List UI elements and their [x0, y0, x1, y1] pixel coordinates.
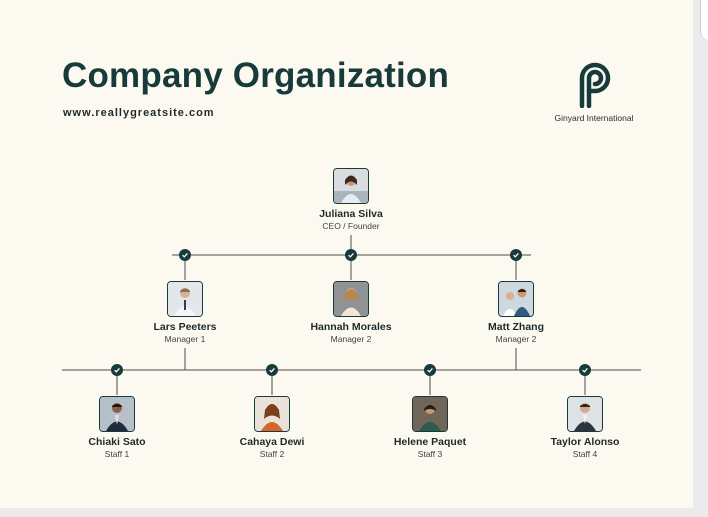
person-name: Juliana Silva [319, 208, 383, 220]
org-node-staff: Chiaki Sato Staff 1 [52, 396, 182, 459]
person-name: Chiaki Sato [88, 436, 146, 448]
page-title: Company Organization [62, 56, 450, 95]
avatar [99, 396, 135, 432]
avatar [412, 396, 448, 432]
person-role: Manager 1 [164, 334, 206, 344]
org-node-manager: Matt Zhang Manager 2 [451, 281, 581, 344]
check-icon [579, 364, 591, 376]
check-icon [111, 364, 123, 376]
check-icon [510, 249, 522, 261]
check-icon [345, 249, 357, 261]
avatar [567, 396, 603, 432]
person-name: Hannah Morales [310, 321, 392, 333]
person-role: Staff 1 [104, 449, 130, 459]
check-icon [266, 364, 278, 376]
org-node-staff: Helene Paquet Staff 3 [365, 396, 495, 459]
org-node-staff: Taylor Alonso Staff 4 [520, 396, 650, 459]
org-chart-page: Company Organization www.reallygreatsite… [0, 0, 693, 508]
org-node-staff: Cahaya Dewi Staff 2 [207, 396, 337, 459]
person-role: Staff 3 [417, 449, 443, 459]
org-node-manager: Hannah Morales Manager 2 [286, 281, 416, 344]
person-role: Manager 2 [330, 334, 372, 344]
person-role: Manager 2 [495, 334, 537, 344]
org-node-manager: Lars Peeters Manager 1 [120, 281, 250, 344]
person-name: Cahaya Dewi [239, 436, 305, 448]
person-role: CEO / Founder [322, 221, 380, 231]
person-name: Taylor Alonso [550, 436, 620, 448]
scroll-handle[interactable] [700, 0, 708, 40]
avatar [254, 396, 290, 432]
check-icon [424, 364, 436, 376]
avatar [333, 168, 369, 204]
avatar [498, 281, 534, 317]
person-role: Staff 4 [572, 449, 598, 459]
person-role: Staff 2 [259, 449, 285, 459]
p-monogram-logo-icon [579, 62, 611, 108]
website-url: www.reallygreatsite.com [63, 107, 215, 119]
person-name: Lars Peeters [153, 321, 217, 333]
person-name: Matt Zhang [488, 321, 544, 333]
avatar [167, 281, 203, 317]
org-node-ceo: Juliana Silva CEO / Founder [286, 168, 416, 231]
check-icon [179, 249, 191, 261]
avatar [333, 281, 369, 317]
person-name: Helene Paquet [393, 436, 467, 448]
company-name: Ginyard International [554, 113, 634, 123]
